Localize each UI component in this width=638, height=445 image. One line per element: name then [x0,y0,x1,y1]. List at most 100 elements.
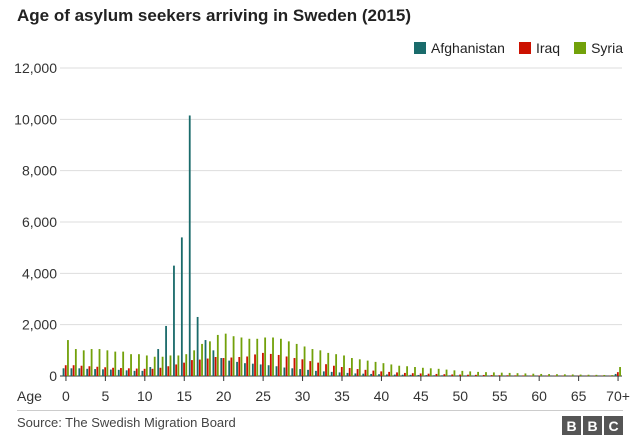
bar-afghanistan [433,375,436,376]
bar-syria [374,361,377,376]
bar-iraq [443,374,446,376]
legend-item-iraq: Iraq [518,40,560,56]
bar-syria [280,338,282,376]
bar-afghanistan [117,369,120,376]
y-tick-label: 0 [49,368,57,384]
bar-iraq [88,366,91,376]
bar-syria [295,343,298,376]
bar-afghanistan [393,374,396,376]
bar-afghanistan [456,375,459,376]
bbc-logo-letter: B [583,416,602,435]
y-tick-label: 8,000 [22,163,57,179]
bar-iraq [222,358,225,376]
x-tick-label: 10 [137,388,153,404]
bar-afghanistan [322,371,325,376]
bar-syria [335,354,338,376]
bar-syria [406,366,409,376]
bar-iraq [214,357,217,376]
bar-iraq [506,375,509,376]
bar-syria [209,341,211,376]
bar-iraq [112,367,114,376]
bar-afghanistan [338,372,341,376]
x-tick-label: 60 [531,388,547,404]
bar-syria [579,374,582,376]
bar-syria [98,349,101,376]
bar-syria [232,336,235,376]
bbc-logo-letter: B [562,416,581,435]
bar-iraq [238,357,241,376]
bar-iraq [530,375,532,376]
bar-syria [82,350,85,376]
x-tick-label: 5 [101,388,109,404]
bar-syria [272,337,274,376]
bar-syria [469,371,472,376]
bar-afghanistan [449,375,451,376]
bar-afghanistan [401,374,404,376]
bar-iraq [293,358,296,376]
bar-syria [161,356,164,376]
bar-afghanistan [275,366,278,376]
bar-syria [311,349,314,376]
legend-label-syria: Syria [591,40,623,56]
bar-afghanistan [165,325,167,376]
bar-iraq [514,375,517,376]
bar-syria [532,373,535,376]
bar-afghanistan [283,367,286,376]
bar-syria [177,355,180,376]
bar-afghanistan [133,370,136,376]
bar-syria [382,363,385,376]
bar-afghanistan [109,369,112,376]
bar-syria [414,367,416,376]
bar-iraq [301,359,304,376]
bar-syria [437,368,440,376]
bar-afghanistan [370,373,373,376]
bar-syria [477,371,479,376]
bar-syria [508,372,511,376]
bar-syria [485,372,487,376]
bar-afghanistan [86,368,89,376]
x-tick-label: 35 [334,388,350,404]
bar-afghanistan [62,368,65,376]
bar-afghanistan [70,368,73,376]
bar-syria [350,358,353,376]
bar-iraq [64,365,67,376]
x-tick-label: 65 [571,388,587,404]
bar-iraq [325,364,327,376]
y-tick-label: 12,000 [14,60,57,76]
x-axis-label: Age [17,388,42,404]
bar-iraq [72,365,75,376]
bar-iraq [191,360,193,376]
bar-afghanistan [472,375,475,376]
bar-syria [516,373,519,376]
bar-iraq [277,354,280,376]
bar-syria [556,374,558,376]
bar-iraq [246,356,249,376]
bar-syria [587,374,590,376]
bar-syria [114,351,117,376]
bar-syria [224,333,227,376]
x-tick-label: 45 [413,388,429,404]
bar-syria [67,340,69,376]
bar-syria [611,375,614,376]
bar-afghanistan [78,368,81,376]
bar-afghanistan [149,367,152,376]
bar-iraq [285,356,288,376]
bar-syria [319,350,322,376]
bar-iraq [364,369,367,376]
bar-afghanistan [362,373,365,376]
bar-syria [185,354,188,376]
bar-iraq [616,372,619,376]
y-tick-label: 2,000 [22,317,57,333]
bar-afghanistan [157,349,160,376]
bar-iraq [151,368,154,376]
bar-syria [358,359,361,376]
chart-plot: 0 2,000 4,000 6,000 8,000 10,000 12,000 Age 0 5 10… [14,60,630,404]
x-tick-label: 40 [374,388,390,404]
bar-iraq [380,371,383,376]
bar-afghanistan [346,372,349,376]
bar-iraq [198,359,201,376]
bar-syria [398,365,401,376]
bar-afghanistan [417,374,420,376]
x-tick-label: 15 [176,388,192,404]
bar-afghanistan [267,365,270,376]
